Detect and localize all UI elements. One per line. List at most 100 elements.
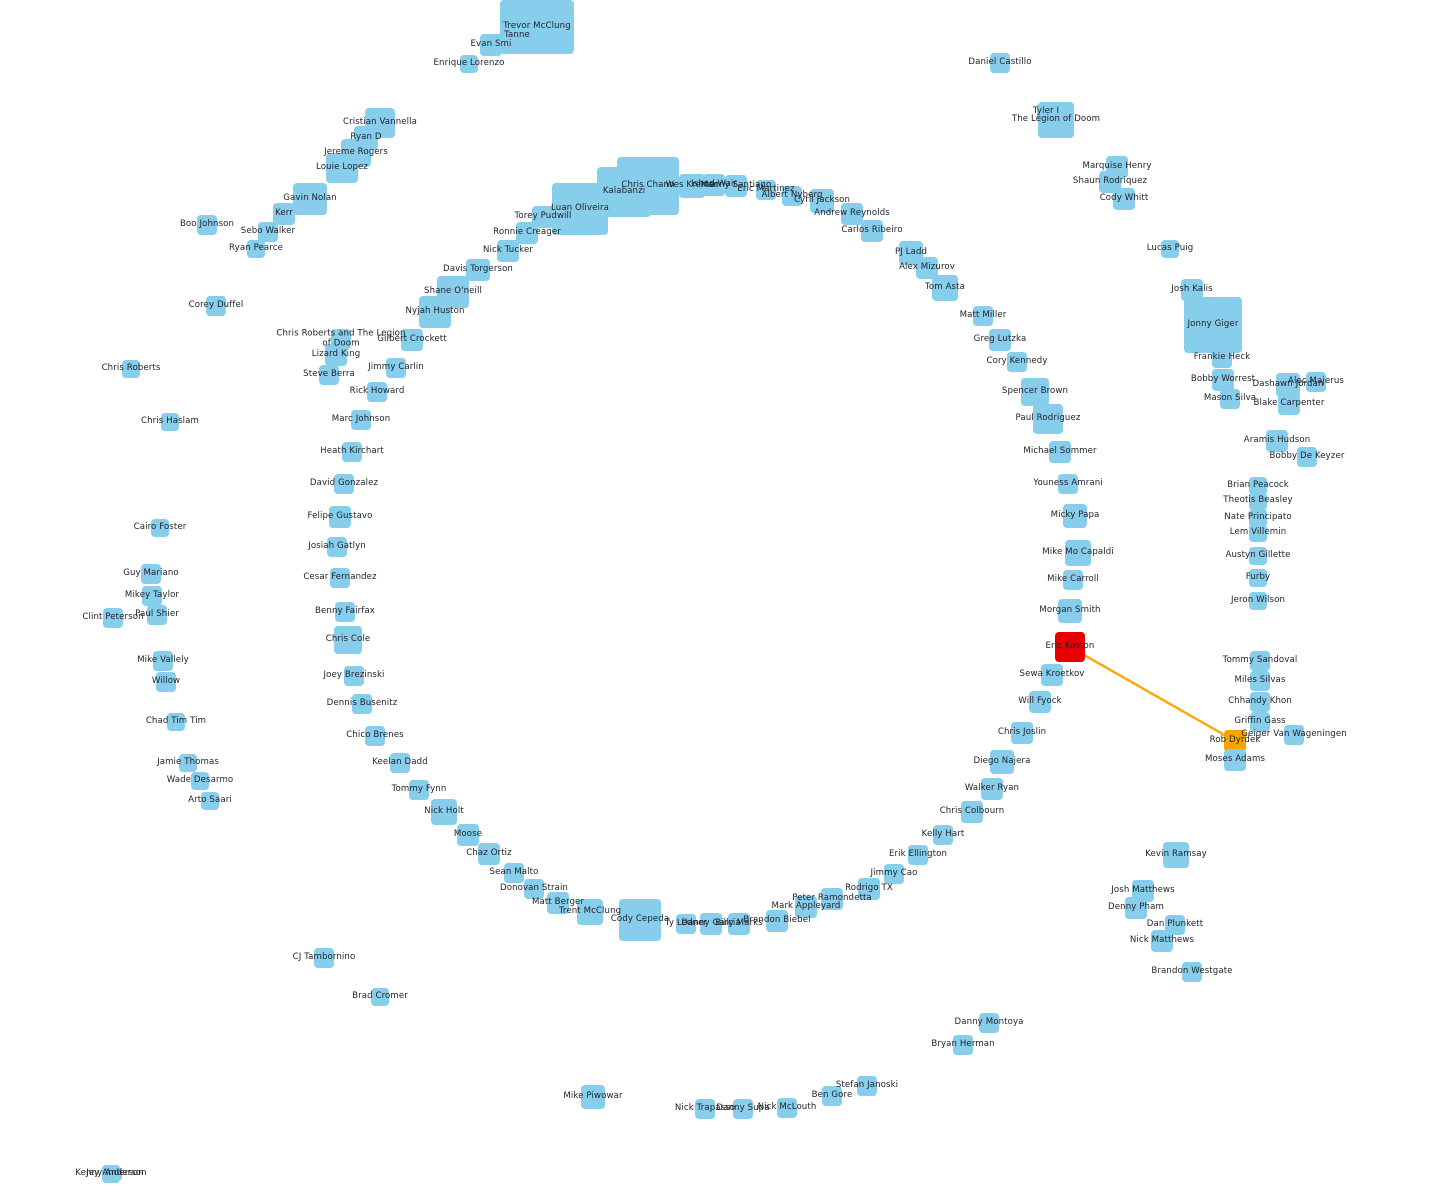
graph-node[interactable] (314, 948, 334, 968)
graph-node[interactable] (552, 183, 608, 235)
graph-node[interactable] (1163, 842, 1189, 868)
graph-node[interactable] (1278, 393, 1300, 415)
graph-node[interactable] (733, 1099, 753, 1119)
graph-node[interactable] (103, 608, 123, 628)
graph-node[interactable] (330, 568, 350, 588)
graph-node[interactable] (201, 792, 219, 810)
graph-node[interactable] (390, 753, 410, 773)
graph-node[interactable] (1151, 930, 1173, 952)
graph-node[interactable] (725, 175, 747, 197)
graph-node[interactable] (1250, 712, 1270, 732)
graph-node[interactable] (822, 1086, 842, 1106)
graph-node[interactable] (329, 506, 351, 528)
graph-node[interactable] (1065, 540, 1091, 566)
graph-node[interactable] (990, 750, 1014, 774)
graph-node[interactable] (326, 153, 358, 183)
graph-node[interactable] (1249, 477, 1267, 495)
graph-node-selected[interactable] (1055, 632, 1085, 662)
graph-node[interactable] (695, 1099, 715, 1119)
graph-node[interactable] (1284, 725, 1304, 745)
graph-node[interactable] (766, 910, 788, 932)
graph-node[interactable] (1007, 352, 1027, 372)
graph-node[interactable] (156, 672, 176, 692)
graph-node[interactable] (1249, 492, 1267, 510)
graph-node[interactable] (1297, 447, 1317, 467)
graph-node[interactable] (319, 365, 339, 385)
graph-node[interactable] (325, 344, 347, 366)
graph-node[interactable] (1011, 722, 1033, 744)
graph-node[interactable] (197, 215, 217, 235)
graph-node[interactable] (344, 666, 364, 686)
graph-node[interactable] (1113, 188, 1135, 210)
graph-node[interactable] (179, 754, 197, 772)
graph-node[interactable] (1058, 599, 1082, 623)
graph-node[interactable] (1049, 441, 1071, 463)
graph-node[interactable] (161, 413, 179, 431)
graph-node[interactable] (703, 174, 725, 196)
graph-node[interactable] (619, 899, 661, 941)
graph-node[interactable] (858, 878, 880, 900)
graph-node[interactable] (973, 306, 993, 326)
graph-node-highlighted[interactable] (1224, 730, 1246, 752)
graph-node[interactable] (908, 845, 928, 865)
graph-node[interactable] (1029, 691, 1051, 713)
graph-node[interactable] (1099, 171, 1121, 193)
graph-node[interactable] (577, 899, 603, 925)
graph-node[interactable] (478, 843, 500, 865)
graph-node[interactable] (1249, 509, 1267, 527)
graph-node[interactable] (504, 863, 524, 883)
graph-node[interactable] (1058, 474, 1078, 494)
graph-node[interactable] (497, 240, 519, 262)
graph-node[interactable] (933, 825, 953, 845)
graph-node[interactable] (676, 914, 696, 934)
graph-node[interactable] (857, 1076, 877, 1096)
graph-node[interactable] (1250, 671, 1270, 691)
graph-node[interactable] (916, 257, 938, 279)
graph-node[interactable] (1182, 962, 1202, 982)
graph-node[interactable] (457, 824, 479, 846)
graph-node[interactable] (1021, 378, 1049, 406)
graph-node[interactable] (1132, 880, 1154, 902)
graph-node[interactable] (247, 240, 265, 258)
graph-node[interactable] (191, 772, 209, 790)
graph-node[interactable] (1249, 547, 1267, 565)
graph-node[interactable] (1249, 592, 1267, 610)
graph-node[interactable] (1184, 297, 1242, 353)
graph-node[interactable] (979, 1013, 999, 1033)
graph-node[interactable] (524, 879, 544, 899)
graph-node[interactable] (1250, 651, 1270, 671)
graph-node[interactable] (1249, 569, 1267, 587)
graph-node[interactable] (293, 183, 327, 215)
graph-node[interactable] (151, 519, 169, 537)
graph-node[interactable] (932, 275, 958, 301)
graph-node[interactable] (981, 778, 1003, 800)
graph-node[interactable] (861, 220, 883, 242)
graph-node[interactable] (795, 896, 817, 918)
graph-node[interactable] (953, 1035, 973, 1055)
graph-node[interactable] (352, 694, 372, 714)
graph-node[interactable] (884, 864, 904, 884)
graph-node[interactable] (1220, 389, 1240, 409)
graph-node[interactable] (108, 1167, 122, 1181)
graph-node[interactable] (153, 651, 173, 671)
graph-node[interactable] (810, 189, 834, 213)
graph-node[interactable] (365, 726, 385, 746)
graph-node[interactable] (1224, 749, 1246, 771)
graph-node[interactable] (1249, 524, 1267, 542)
graph-node[interactable] (1181, 279, 1203, 301)
graph-node[interactable] (386, 358, 406, 378)
graph-node[interactable] (1266, 430, 1288, 452)
graph-node[interactable] (342, 442, 362, 462)
graph-node[interactable] (167, 713, 185, 731)
graph-node[interactable] (409, 780, 429, 800)
graph-node[interactable] (756, 180, 776, 200)
graph-node[interactable] (327, 537, 347, 557)
graph-node[interactable] (782, 186, 802, 206)
graph-node[interactable] (961, 801, 983, 823)
graph-node[interactable] (989, 329, 1011, 351)
graph-node[interactable] (122, 360, 140, 378)
graph-node[interactable] (335, 602, 355, 622)
graph-node[interactable] (419, 296, 451, 328)
graph-node[interactable] (1161, 240, 1179, 258)
